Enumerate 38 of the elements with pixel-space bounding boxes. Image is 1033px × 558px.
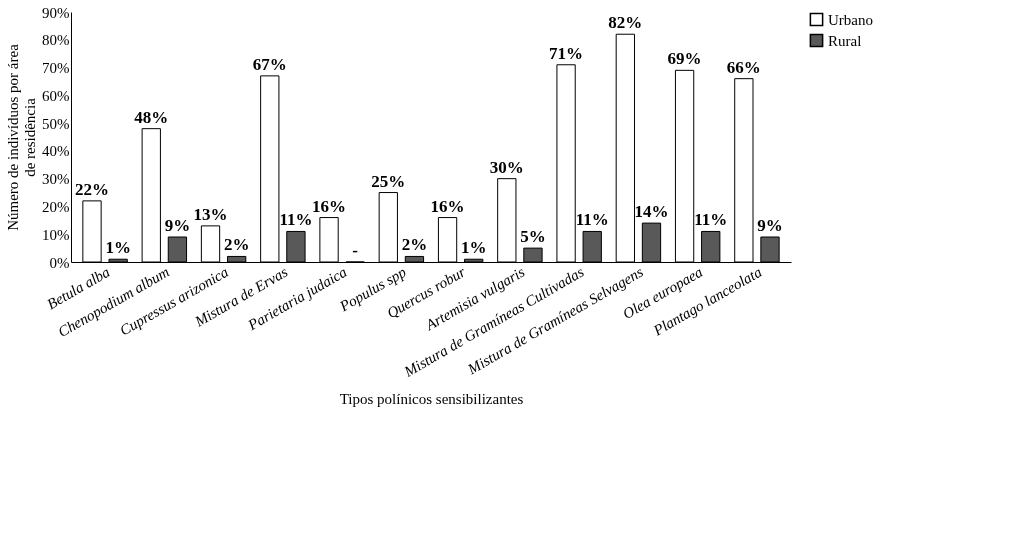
- y-tick-label: 70%: [42, 60, 70, 77]
- data-label: 16%: [312, 196, 347, 216]
- data-label: 13%: [193, 204, 228, 224]
- data-label: 9%: [757, 216, 783, 235]
- y-axis-title: Número de indivíduos por área de residência: [5, 43, 38, 231]
- y-tick-label: 80%: [42, 32, 70, 49]
- data-label: 71%: [549, 43, 584, 63]
- data-label: 11%: [279, 210, 313, 230]
- data-label: 14%: [634, 202, 669, 222]
- data-label: 69%: [667, 49, 702, 69]
- data-label: 11%: [694, 210, 728, 230]
- legend-label: Rural: [828, 32, 862, 49]
- data-label: 2%: [401, 235, 428, 255]
- data-label: -: [352, 241, 359, 260]
- y-tick-label: 90%: [42, 4, 70, 21]
- data-label: 1%: [105, 238, 131, 258]
- y-tick-label: 50%: [42, 115, 70, 132]
- data-label: 1%: [460, 238, 487, 258]
- data-label: 16%: [430, 196, 465, 216]
- data-label: 11%: [575, 210, 609, 230]
- data-label: 25%: [371, 171, 406, 191]
- data-label: 30%: [489, 157, 524, 177]
- y-tick-label: 30%: [42, 171, 70, 188]
- data-label: 82%: [608, 13, 643, 33]
- data-label: 9%: [164, 216, 191, 235]
- y-tick-label: 40%: [42, 143, 70, 160]
- data-label: 67%: [252, 54, 287, 74]
- data-label: 22%: [75, 179, 109, 199]
- y-tick-label: 20%: [42, 198, 70, 215]
- y-tick-label: 60%: [42, 87, 70, 104]
- x-axis-title: Tipos polínicos sensibilizantes: [339, 390, 524, 407]
- legend-label: Urbano: [828, 11, 873, 28]
- data-label: 48%: [134, 107, 169, 127]
- data-label: 5%: [520, 227, 546, 247]
- data-label: 2%: [223, 235, 250, 255]
- data-label: 66%: [726, 57, 761, 77]
- y-tick-label: 0%: [49, 254, 70, 271]
- y-tick-label: 10%: [42, 226, 70, 243]
